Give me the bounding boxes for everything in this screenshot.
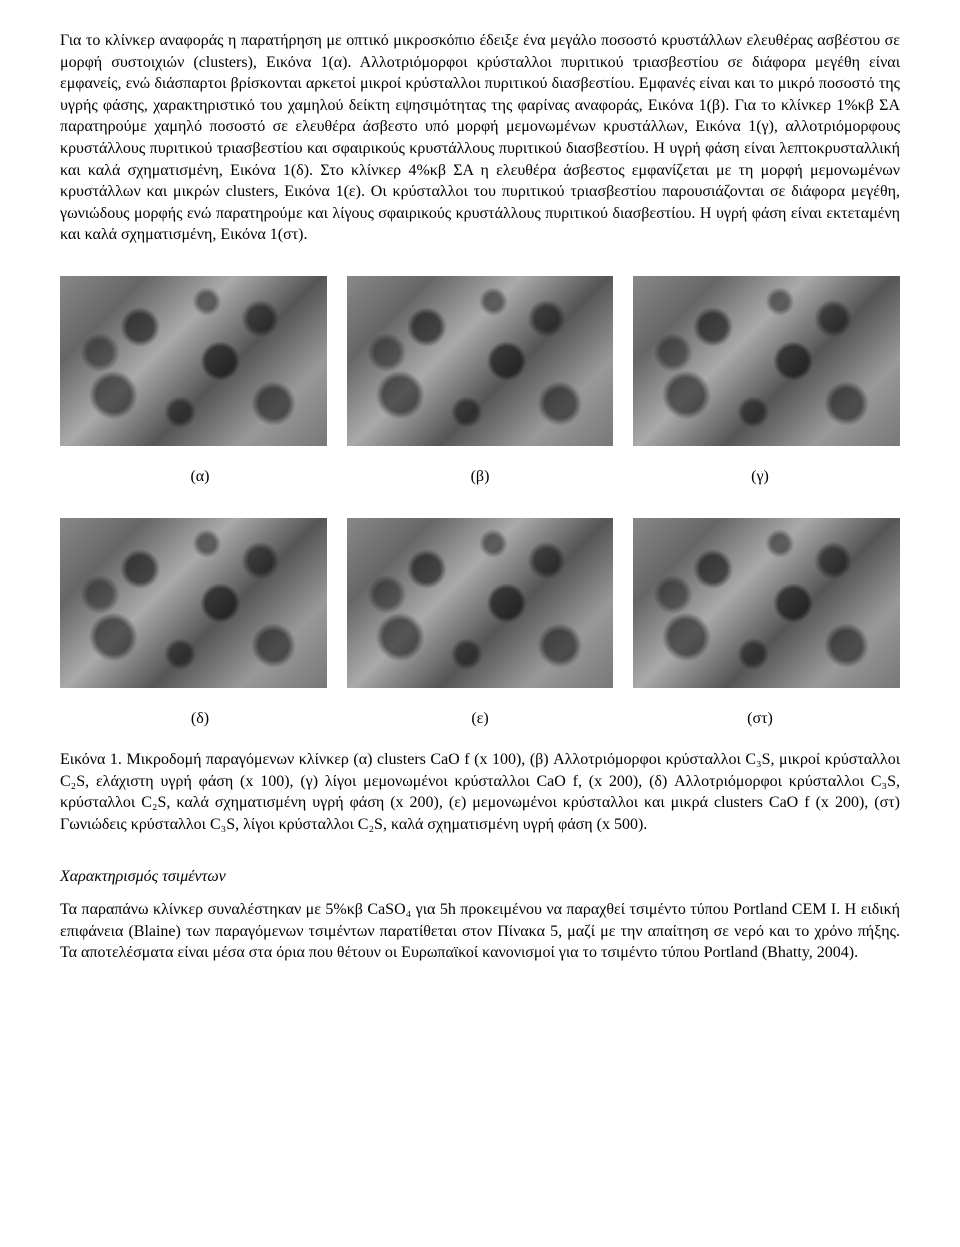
figure-label-d: (δ) (60, 708, 340, 730)
cement-paragraph: Τα παραπάνω κλίνκερ συναλέστηκαν με 5%κβ… (60, 899, 900, 964)
figure-row-1 (60, 276, 900, 446)
figure-image-f (633, 518, 900, 688)
figure-image-a (60, 276, 327, 446)
figure-image-b (347, 276, 614, 446)
figure-label-b: (β) (340, 466, 620, 488)
figure-label-c: (γ) (620, 466, 900, 488)
figure-image-c (633, 276, 900, 446)
intro-paragraph: Για το κλίνκερ αναφοράς η παρατήρηση με … (60, 30, 900, 246)
label-row-1: (α) (β) (γ) (60, 466, 900, 488)
section-subheading: Χαρακτηρισμός τσιμέντων (60, 866, 900, 888)
figure-label-e: (ε) (340, 708, 620, 730)
figure-caption: Εικόνα 1. Μικροδομή παραγόμενων κλίνκερ … (60, 749, 900, 835)
figure-image-e (347, 518, 614, 688)
figure-label-a: (α) (60, 466, 340, 488)
figure-image-d (60, 518, 327, 688)
figure-label-f: (στ) (620, 708, 900, 730)
figure-row-2 (60, 518, 900, 688)
label-row-2: (δ) (ε) (στ) (60, 708, 900, 730)
